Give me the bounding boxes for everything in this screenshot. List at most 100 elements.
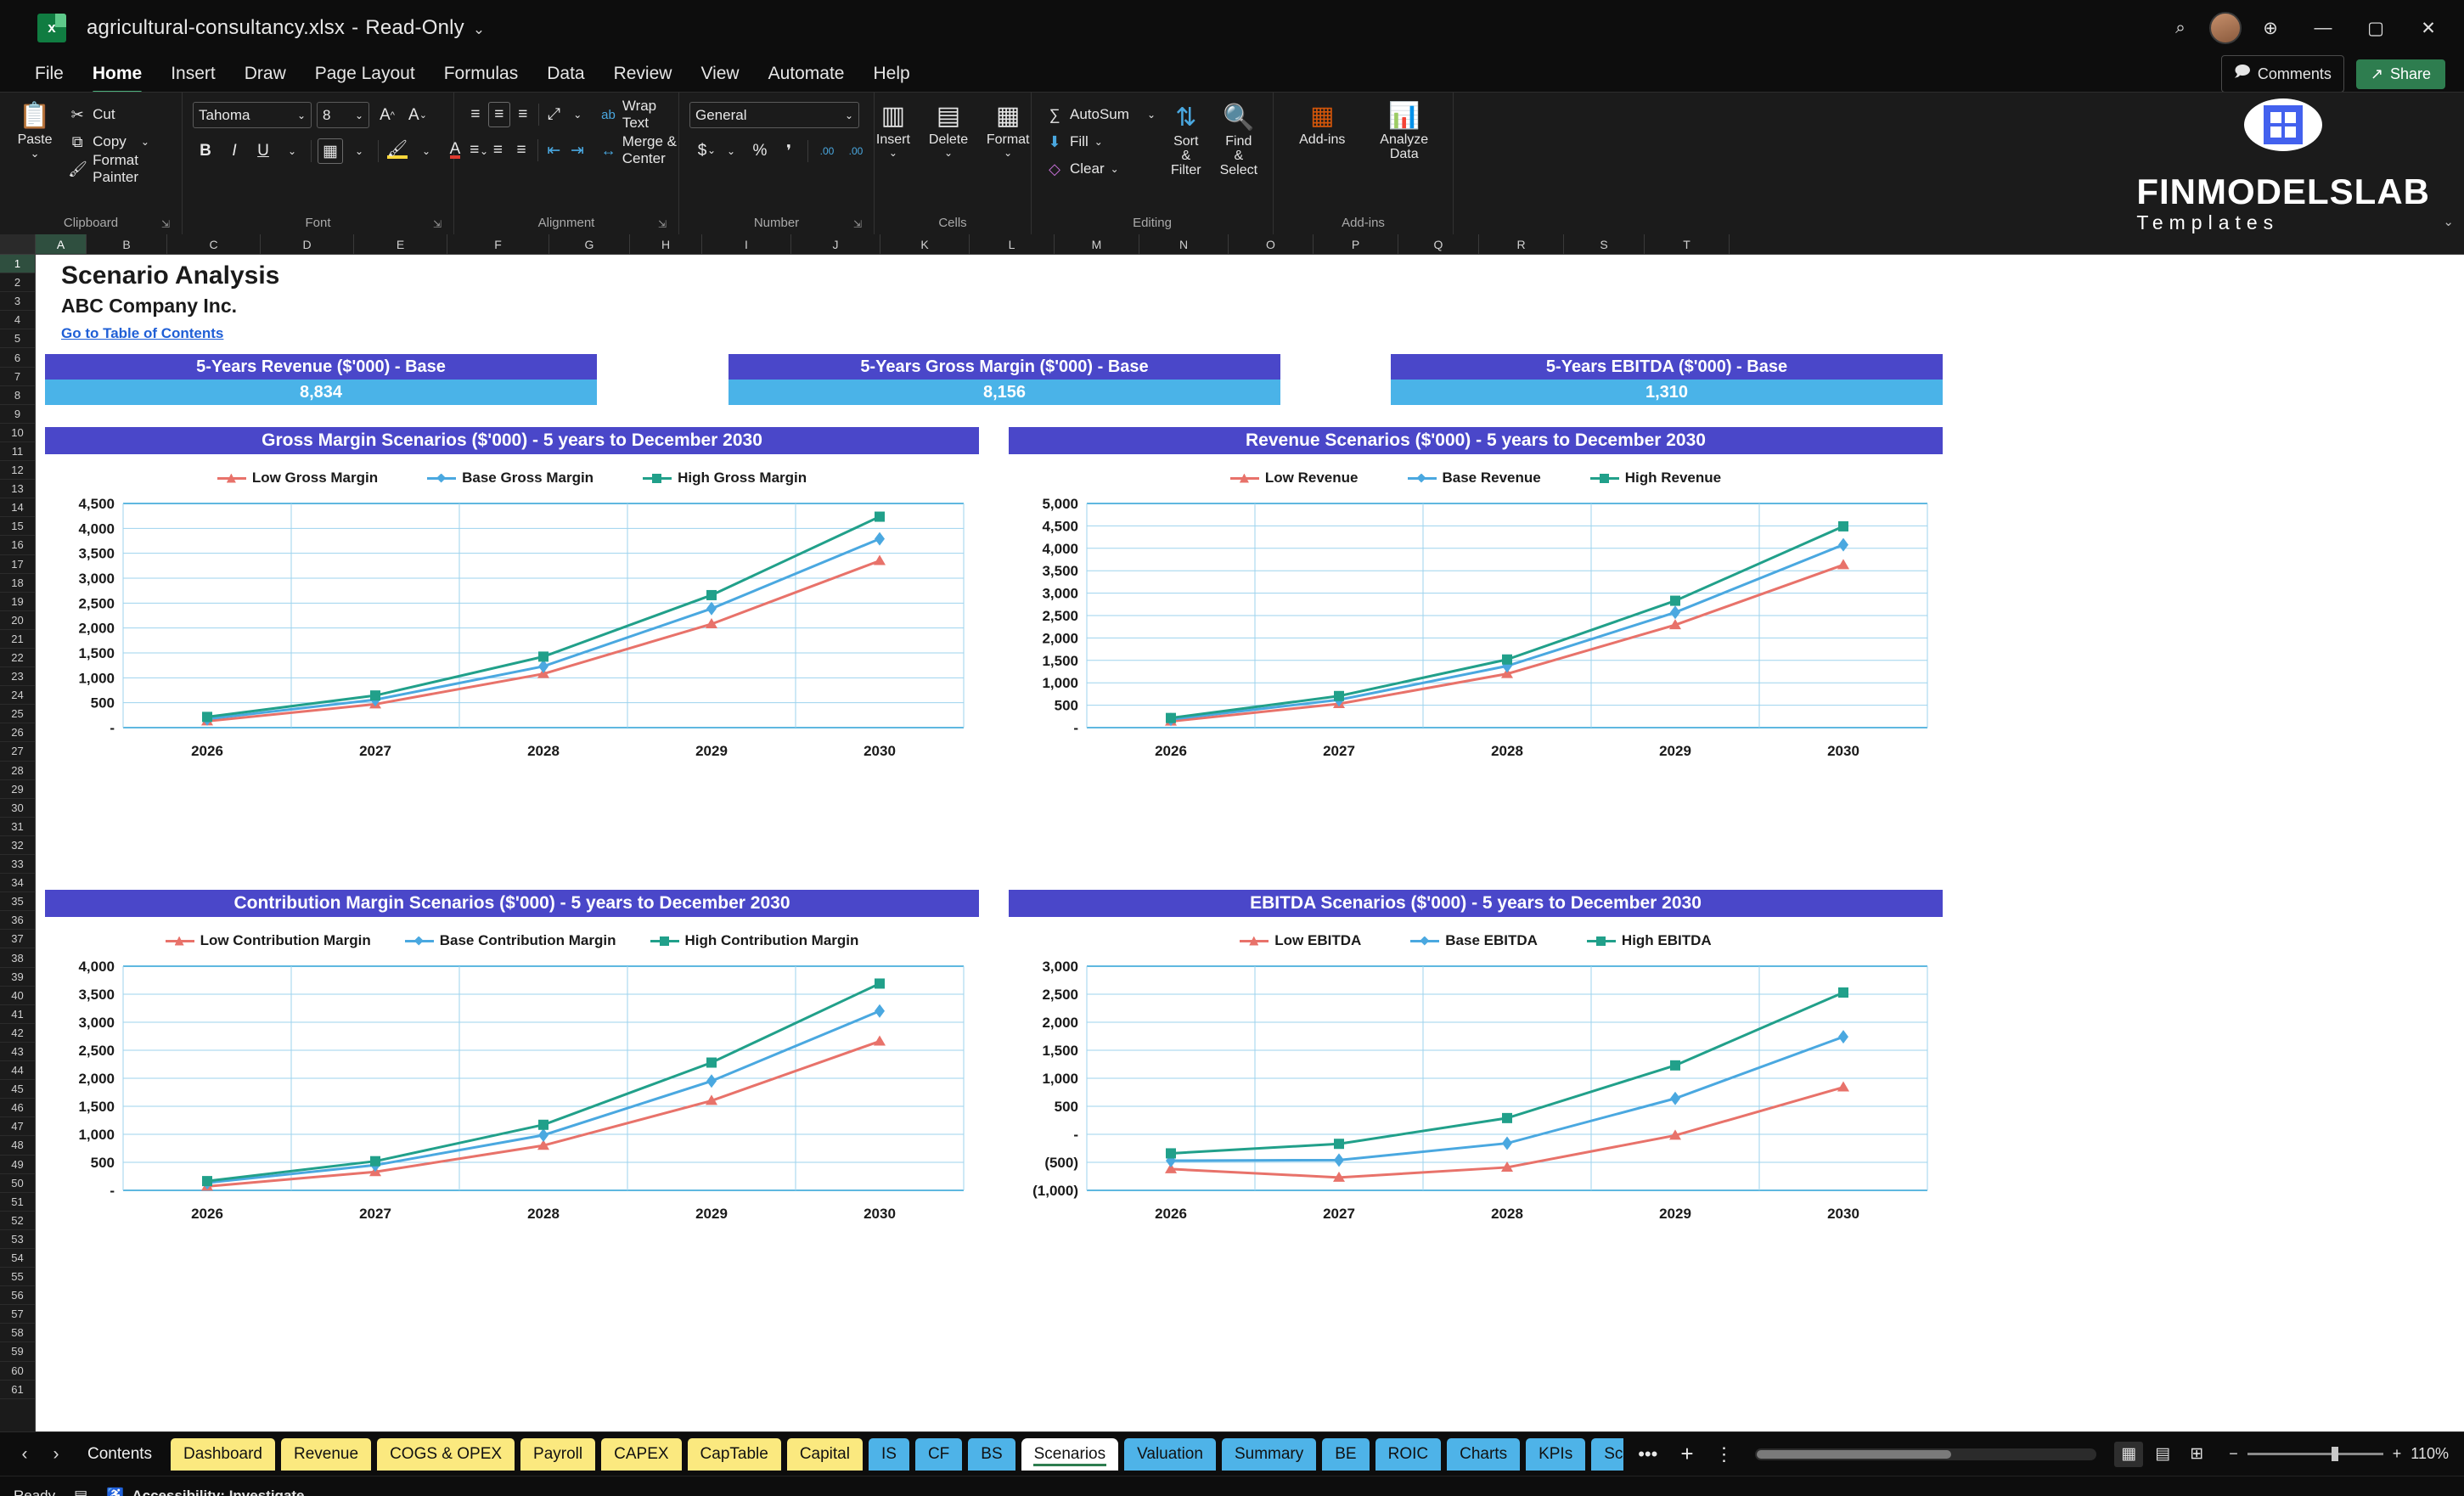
row-header-59[interactable]: 59 — [0, 1342, 35, 1362]
tab-draw[interactable]: Draw — [244, 64, 286, 83]
horizontal-scrollbar[interactable] — [1754, 1448, 2097, 1460]
chevron-down-icon[interactable]: ⌄ — [1094, 136, 1103, 148]
column-header-A[interactable]: A — [36, 234, 87, 254]
row-header-57[interactable]: 57 — [0, 1305, 35, 1324]
row-header-47[interactable]: 47 — [0, 1117, 35, 1137]
legend-item-low[interactable]: Low Gross Margin — [217, 470, 378, 486]
legend-item-base[interactable]: Base Contribution Margin — [404, 932, 616, 949]
zoom-level-label[interactable]: 110% — [2411, 1445, 2449, 1462]
sheet-tab-revenue[interactable]: Revenue — [281, 1437, 372, 1471]
add-sheet-button[interactable]: + — [1680, 1441, 1694, 1466]
sheet-tab-capex[interactable]: CAPEX — [601, 1437, 682, 1471]
chevron-down-icon[interactable]: ⌄ — [888, 147, 897, 159]
row-header-29[interactable]: 29 — [0, 780, 35, 799]
sheet-tab-valuation[interactable]: Valuation — [1124, 1437, 1216, 1471]
legend-item-low[interactable]: Low EBITDA — [1240, 932, 1361, 949]
chevron-down-icon[interactable]: ⌄ — [1004, 147, 1013, 159]
chevron-down-icon[interactable]: ⌄ — [479, 145, 489, 157]
row-header-53[interactable]: 53 — [0, 1230, 35, 1249]
column-header-J[interactable]: J — [791, 234, 880, 254]
scrollbar-thumb[interactable] — [1756, 1449, 1952, 1459]
tab-file[interactable]: File — [35, 64, 64, 83]
row-header-13[interactable]: 13 — [0, 480, 35, 499]
sheet-tab-dashboard[interactable]: Dashboard — [171, 1437, 275, 1471]
fill-button[interactable]: ⬇ Fill ⌄ — [1042, 129, 1159, 155]
row-header-43[interactable]: 43 — [0, 1043, 35, 1062]
align-right-button[interactable]: ≡ — [516, 141, 526, 159]
addins-button[interactable]: ▦ Add-ins — [1284, 98, 1361, 150]
dialog-launcher-icon[interactable]: ⇲ — [852, 218, 862, 230]
next-sheet-icon[interactable]: › — [53, 1443, 59, 1464]
tab-view[interactable]: View — [700, 64, 740, 83]
chart-gross-margin[interactable]: Gross Margin Scenarios ($'000) - 5 years… — [45, 427, 979, 765]
row-header-24[interactable]: 24 — [0, 686, 35, 706]
tab-help[interactable]: Help — [873, 64, 910, 83]
globe-icon[interactable]: ⊕ — [2263, 18, 2278, 38]
row-header-27[interactable]: 27 — [0, 742, 35, 762]
autosum-button[interactable]: ∑ AutoSum ⌄ — [1042, 102, 1159, 127]
font-color-icon[interactable]: A — [449, 140, 461, 159]
legend-item-high[interactable]: High Contribution Margin — [650, 932, 858, 949]
avatar[interactable] — [2209, 12, 2242, 44]
column-header-C[interactable]: C — [167, 234, 261, 254]
column-header-M[interactable]: M — [1055, 234, 1139, 254]
sheet-tab-kpis[interactable]: KPIs — [1526, 1437, 1586, 1471]
column-header-D[interactable]: D — [261, 234, 354, 254]
dialog-launcher-icon[interactable]: ⇲ — [160, 218, 170, 230]
row-header-44[interactable]: 44 — [0, 1061, 35, 1081]
sheet-tab-bs[interactable]: BS — [968, 1437, 1015, 1471]
sheet-tab-roic[interactable]: ROIC — [1375, 1437, 1442, 1471]
normal-view-icon[interactable]: ▦ — [2114, 1441, 2144, 1467]
row-header-20[interactable]: 20 — [0, 611, 35, 630]
legend-item-low[interactable]: Low Revenue — [1229, 470, 1359, 486]
row-header-37[interactable]: 37 — [0, 930, 35, 949]
row-header-11[interactable]: 11 — [0, 442, 35, 462]
row-header-19[interactable]: 19 — [0, 593, 35, 611]
font-family-select[interactable]: Tahoma ⌄ — [193, 102, 312, 128]
increase-decimal-button[interactable]: .00 — [819, 145, 835, 157]
chevron-down-icon[interactable]: ⌄ — [354, 145, 364, 157]
increase-indent-button[interactable]: ⇥ — [570, 141, 584, 160]
row-header-22[interactable]: 22 — [0, 649, 35, 668]
sheet-menu-icon[interactable]: ⋮ — [1714, 1443, 1734, 1465]
prev-sheet-icon[interactable]: ‹ — [21, 1443, 28, 1464]
sheet-tab-sc[interactable]: Sc — [1591, 1437, 1624, 1471]
analyze-data-button[interactable]: 📊 Analyze Data — [1366, 98, 1443, 165]
sheet-tab-payroll[interactable]: Payroll — [520, 1437, 596, 1471]
maximize-icon[interactable]: ▢ — [2367, 18, 2384, 38]
chart-revenue[interactable]: Revenue Scenarios ($'000) - 5 years to D… — [1009, 427, 1943, 765]
macro-record-icon[interactable]: ▤ — [74, 1488, 88, 1496]
row-header-34[interactable]: 34 — [0, 874, 35, 893]
clear-button[interactable]: ◇ Clear ⌄ — [1042, 156, 1159, 182]
minimize-icon[interactable]: — — [2314, 18, 2332, 37]
column-header-Q[interactable]: Q — [1398, 234, 1479, 254]
column-header-R[interactable]: R — [1479, 234, 1564, 254]
row-header-32[interactable]: 32 — [0, 836, 35, 855]
align-top-button[interactable]: ≡ — [470, 105, 481, 123]
increase-font-size-button[interactable]: A ^ — [380, 105, 395, 124]
format-cells-button[interactable]: ▦ Format ⌄ — [980, 98, 1036, 162]
share-button[interactable]: ↗ Share — [2355, 59, 2445, 89]
page-break-view-icon[interactable]: ⊞ — [2190, 1445, 2204, 1463]
row-header-50[interactable]: 50 — [0, 1174, 35, 1193]
currency-format-button[interactable]: $ — [697, 142, 707, 160]
row-header-45[interactable]: 45 — [0, 1080, 35, 1100]
font-size-select[interactable]: 8 ⌄ — [317, 102, 369, 128]
tab-data[interactable]: Data — [547, 64, 585, 83]
tab-home[interactable]: Home — [78, 60, 156, 93]
chevron-down-icon[interactable]: ⌄ — [287, 145, 297, 157]
column-header-F[interactable]: F — [447, 234, 549, 254]
column-header-E[interactable]: E — [354, 234, 447, 254]
row-header-2[interactable]: 2 — [0, 273, 35, 293]
column-header-B[interactable]: B — [87, 234, 167, 254]
search-icon[interactable]: ⌕ — [2175, 18, 2186, 37]
fill-color-icon[interactable]: 🖌 — [386, 140, 408, 159]
row-header-21[interactable]: 21 — [0, 630, 35, 649]
sheet-tab-summary[interactable]: Summary — [1221, 1437, 1317, 1471]
align-center-button[interactable]: ≡ — [492, 141, 503, 159]
row-header-54[interactable]: 54 — [0, 1249, 35, 1268]
row-header-3[interactable]: 3 — [0, 292, 35, 312]
chart-contribution-margin[interactable]: Contribution Margin Scenarios ($'000) - … — [45, 890, 979, 1228]
row-header-31[interactable]: 31 — [0, 818, 35, 836]
sheet-tab-cf[interactable]: CF — [914, 1437, 963, 1471]
